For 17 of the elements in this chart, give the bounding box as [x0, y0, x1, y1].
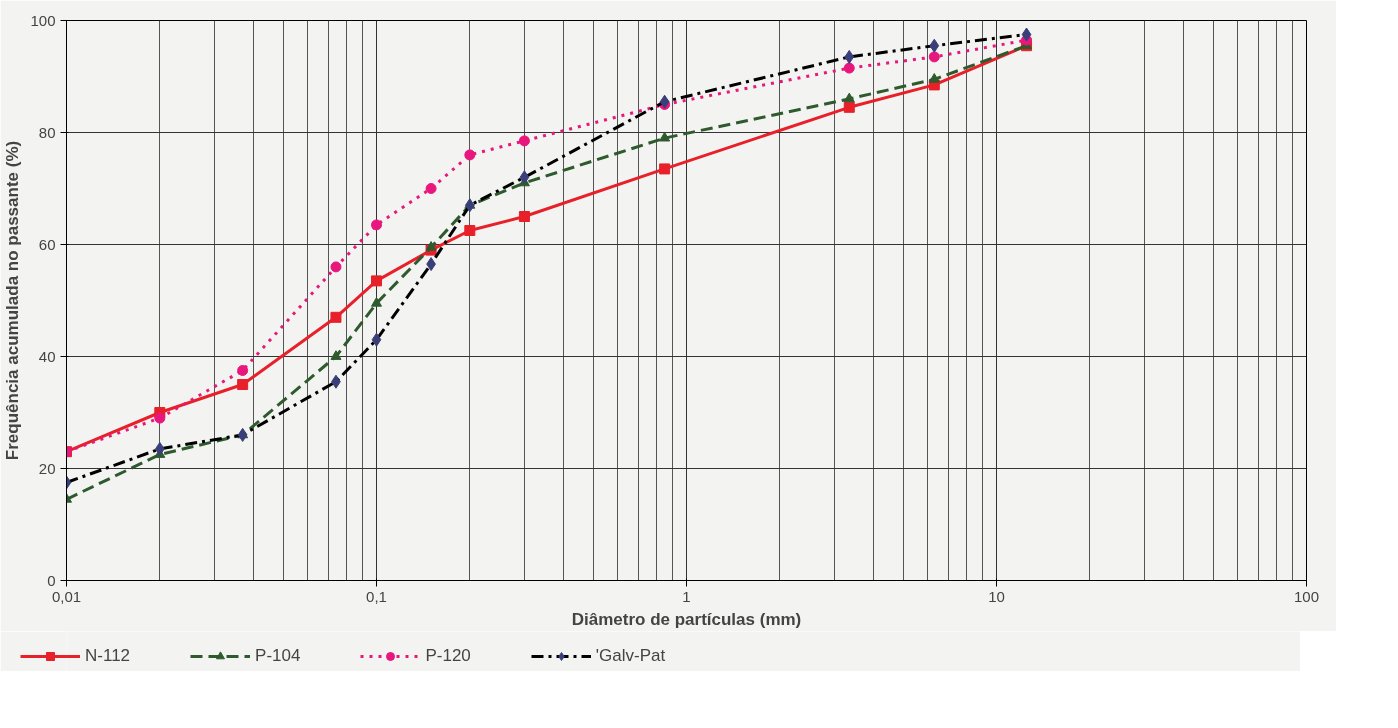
x-tick-label: 100 — [1293, 587, 1320, 605]
x-axis-title: Diâmetro de partículas (mm) — [571, 609, 802, 629]
y-tick-label: 20 — [38, 459, 56, 477]
y-tick-label: 0 — [47, 571, 56, 589]
legend-label: P-120 — [425, 646, 471, 666]
x-tick-label: 0,1 — [366, 587, 387, 605]
y-tick-label: 40 — [38, 347, 56, 365]
y-tick-label: 100 — [30, 11, 56, 29]
y-tick-label: 80 — [38, 123, 56, 141]
legend-label: N-112 — [85, 646, 131, 666]
x-tick-label: 1 — [682, 587, 691, 605]
legend-label: P-104 — [255, 646, 301, 666]
x-tick-label: 0,01 — [51, 587, 82, 605]
legend-label: 'Galv-Pat — [595, 646, 666, 666]
y-axis-title: Frequência acumulada no passante (%) — [3, 140, 23, 461]
x-tick-label: 10 — [988, 587, 1005, 605]
y-tick-label: 60 — [38, 235, 56, 253]
